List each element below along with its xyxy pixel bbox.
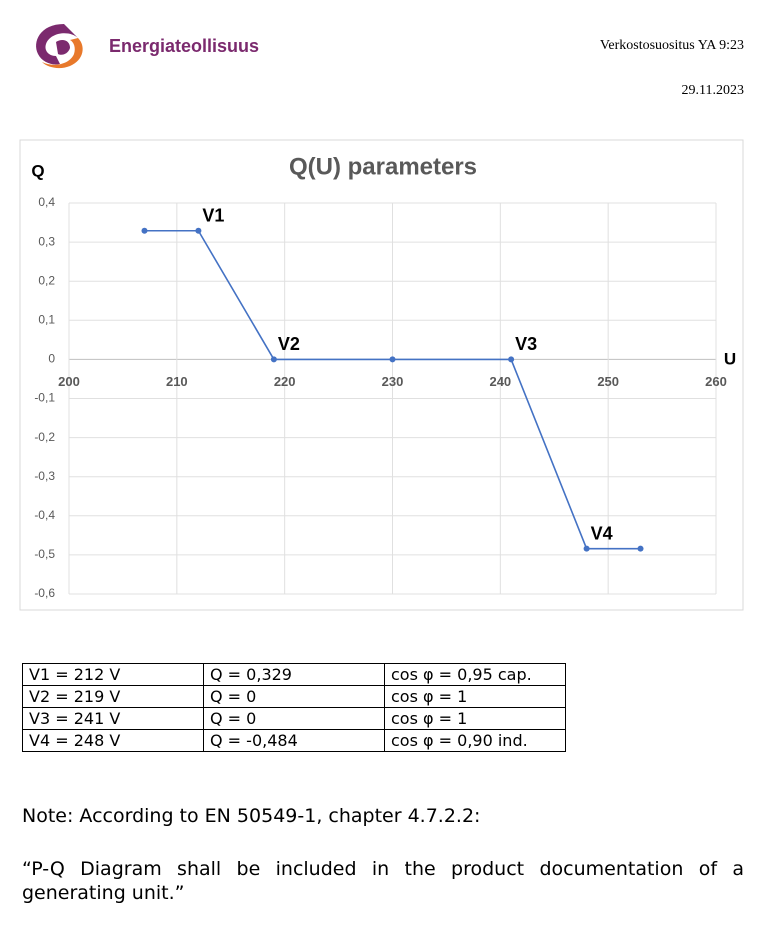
doc-date: 29.11.2023 — [681, 83, 744, 98]
point-label: V2 — [278, 334, 300, 354]
point — [508, 356, 515, 363]
x-tick-label: 240 — [489, 374, 511, 389]
y-tick-label: -0,6 — [34, 586, 55, 600]
table-cell: V2 = 219 V — [22, 685, 204, 708]
table-cell: Q = 0 — [203, 707, 385, 730]
x-tick-label: 220 — [274, 374, 296, 389]
x-tick-label: 210 — [166, 374, 188, 389]
y-tick-label: -0,4 — [34, 508, 55, 522]
y-tick-label: 0 — [48, 352, 55, 366]
chart: Q(U) parameters Q U 0,4 0,3 0,2 0,1 0 -0,1 -0,… — [19, 139, 744, 611]
x-tick-label: 250 — [597, 374, 619, 389]
y-tick-label: 0,3 — [38, 234, 55, 248]
table-cell: V4 = 248 V — [22, 729, 204, 752]
y-tick-label: 0,1 — [38, 312, 55, 326]
chart-frame — [19, 139, 744, 611]
y-tick-label: -0,2 — [34, 430, 55, 444]
table-cell: Q = 0 — [203, 685, 385, 708]
chart-title: Q(U) parameters — [289, 153, 477, 180]
doc-id: Verkostosuositus YA 9:23 — [599, 38, 744, 53]
table-cell: cos φ = 1 — [384, 707, 566, 730]
table-cell: Q = -0,484 — [203, 729, 385, 752]
logo-text: Energiateollisuus — [109, 36, 260, 56]
y-axis-label: Q — [31, 161, 44, 180]
table-cell: Q = 0,329 — [203, 663, 385, 686]
point-label: V4 — [591, 523, 613, 543]
point — [583, 545, 590, 552]
table-cell: cos φ = 1 — [384, 685, 566, 708]
point-label: V1 — [202, 206, 224, 226]
point — [389, 356, 396, 363]
point — [195, 227, 202, 234]
point — [141, 227, 148, 234]
y-tick-label: -0,3 — [34, 469, 55, 483]
logo — [36, 24, 83, 69]
note-lead: Note: According to EN 50549-1, chapter 4… — [22, 805, 481, 827]
table-cell: cos φ = 0,95 cap. — [384, 663, 566, 686]
table-cell: cos φ = 0,90 ind. — [384, 729, 566, 752]
point — [637, 545, 644, 552]
point-label: V3 — [515, 334, 537, 354]
table-cell: V3 = 241 V — [22, 707, 204, 730]
x-tick-label: 260 — [705, 374, 727, 389]
x-tick-label: 200 — [58, 374, 80, 389]
x-tick-label: 230 — [382, 374, 404, 389]
point — [270, 356, 277, 363]
note-quote: “P-Q Diagram shall be included in the pr… — [22, 858, 744, 904]
y-tick-label: -0,5 — [34, 547, 55, 561]
table-cell: V1 = 212 V — [22, 663, 204, 686]
x-axis-label: U — [724, 349, 736, 368]
y-tick-label: 0,2 — [38, 273, 55, 287]
y-tick-label: 0,4 — [38, 195, 55, 209]
y-tick-label: -0,1 — [34, 391, 55, 405]
